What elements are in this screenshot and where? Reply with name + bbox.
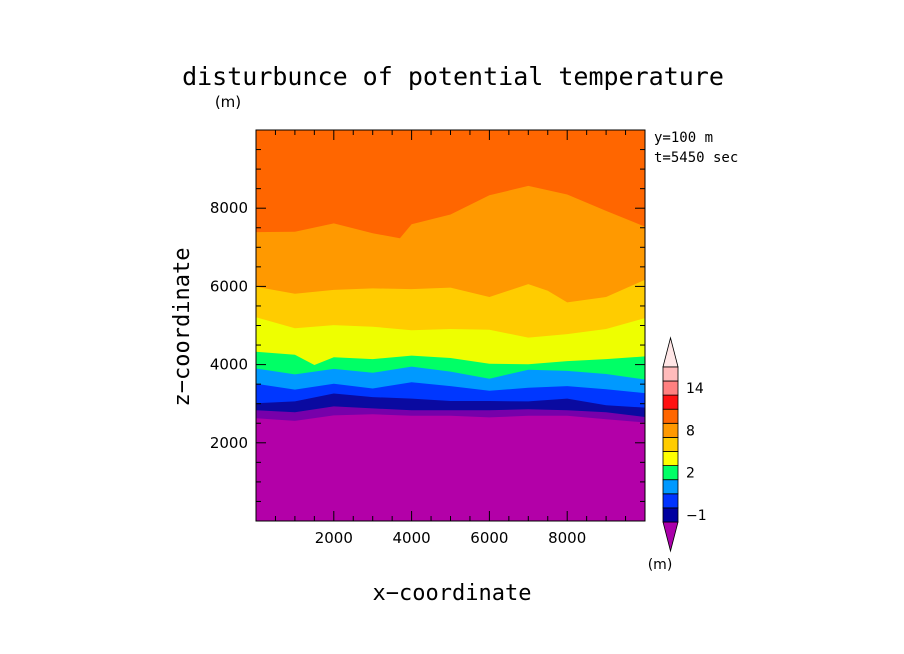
title-unit-label: (m) <box>215 93 241 111</box>
colorbar-cell <box>662 465 679 481</box>
y-axis-label: z−coordinate <box>170 248 195 407</box>
colorbar-cell <box>662 380 679 396</box>
colorbar-cell <box>662 493 679 509</box>
colorbar-tick-label: 8 <box>686 423 695 439</box>
colorbar-cell <box>662 451 679 467</box>
x-axis-label: x−coordinate <box>373 581 532 606</box>
contour-band-0 <box>256 414 645 521</box>
y-tick-label: 6000 <box>210 277 248 295</box>
colorbar-cell <box>662 422 679 438</box>
colorbar-arrow-low <box>662 521 679 553</box>
colorbar-cell <box>662 394 679 410</box>
x-tick-label: 8000 <box>548 529 586 547</box>
axis-ticks: 2000 4000 6000 8000 2000 4000 6000 8000 <box>210 130 645 547</box>
x-tick-label: 4000 <box>393 529 431 547</box>
colorbar-cell <box>662 479 679 495</box>
y-tick-label: 8000 <box>210 199 248 217</box>
colorbar-cell <box>662 366 679 382</box>
contour-bands <box>256 130 645 521</box>
annotation-t: t=5450 sec <box>654 150 738 166</box>
colorbar-cell <box>662 436 679 452</box>
colorbar: −1 2 8 14 <box>662 336 707 553</box>
colorbar-unit-label: (m) <box>648 557 673 573</box>
colorbar-tick-label: −1 <box>686 508 707 524</box>
colorbar-cell <box>662 408 679 424</box>
y-tick-label: 2000 <box>210 434 248 452</box>
x-tick-label: 6000 <box>470 529 508 547</box>
x-tick-label: 2000 <box>315 529 353 547</box>
colorbar-tick-label: 2 <box>686 466 695 482</box>
colorbar-arrow-high <box>662 336 679 368</box>
annotation-y: y=100 m <box>654 130 713 146</box>
chart-title: disturbunce of potential temperature <box>182 62 724 91</box>
colorbar-cell <box>662 507 679 523</box>
y-tick-label: 4000 <box>210 356 248 374</box>
colorbar-tick-label: 14 <box>686 381 704 397</box>
